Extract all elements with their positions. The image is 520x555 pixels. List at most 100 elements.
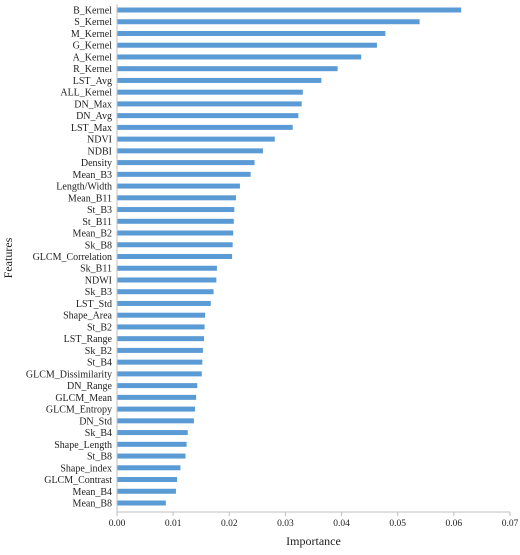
category-label: NDVI bbox=[87, 135, 112, 146]
category-label: Length/Width bbox=[56, 182, 112, 193]
bar-sk-b8 bbox=[117, 242, 233, 248]
bar-ndwi bbox=[117, 277, 217, 283]
x-tick-label: 0.02 bbox=[221, 519, 238, 529]
category-label: LST_Max bbox=[71, 123, 112, 134]
bar-ndvi bbox=[117, 136, 275, 142]
x-axis: 0.00 0.01 0.02 0.03 0.04 0.05 0.06 0.07 bbox=[109, 4, 519, 529]
bar-mean-b3 bbox=[117, 171, 251, 177]
bar-st-b4 bbox=[117, 359, 203, 365]
x-tick-label: 0.04 bbox=[333, 519, 350, 529]
bar-glcm-entropy bbox=[117, 406, 196, 412]
category-label: Sk_B2 bbox=[85, 346, 112, 357]
bar-dn-max bbox=[117, 101, 302, 107]
category-label: DN_Std bbox=[79, 416, 112, 427]
bar-glcm-mean bbox=[117, 394, 197, 400]
bar-sk-b2 bbox=[117, 347, 203, 353]
category-labels: B_KernelS_KernelM_KernelG_KernelA_Kernel… bbox=[26, 6, 113, 510]
bar-sk-b4 bbox=[117, 430, 188, 436]
bar-s-kernel bbox=[117, 19, 420, 25]
bar-shape-index bbox=[117, 465, 181, 471]
category-label: St_B8 bbox=[87, 452, 112, 463]
category-label: M_Kernel bbox=[71, 29, 112, 40]
bar-m-kernel bbox=[117, 30, 386, 36]
category-label: St_B3 bbox=[87, 205, 112, 216]
category-label: Sk_B11 bbox=[80, 264, 112, 275]
category-label: R_Kernel bbox=[73, 64, 112, 75]
category-label: S_Kernel bbox=[74, 17, 112, 28]
category-label: LST_Std bbox=[76, 299, 112, 310]
bar-shape-length bbox=[117, 441, 187, 447]
category-label: GLCM_Contrast bbox=[44, 475, 112, 486]
category-label: St_B11 bbox=[82, 217, 112, 228]
category-label: Mean_B3 bbox=[73, 170, 112, 181]
category-label: Sk_B4 bbox=[85, 428, 112, 439]
category-label: NDBI bbox=[88, 146, 112, 157]
category-label: Mean_B8 bbox=[73, 499, 112, 510]
bar-st-b3 bbox=[117, 207, 235, 213]
bar-st-b11 bbox=[117, 218, 234, 224]
bar-lst-std bbox=[117, 300, 211, 306]
bars-layer bbox=[117, 7, 462, 506]
bar-g-kernel bbox=[117, 42, 377, 48]
category-label: GLCM_Dissimilarity bbox=[26, 369, 112, 380]
category-label: DN_Max bbox=[74, 99, 112, 110]
category-label: G_Kernel bbox=[73, 41, 113, 52]
bar-dn-avg bbox=[117, 113, 299, 119]
bar-dn-std bbox=[117, 418, 194, 424]
bar-dn-range bbox=[117, 383, 198, 389]
category-label: St_B4 bbox=[87, 358, 112, 369]
category-label: Shape_Area bbox=[63, 311, 112, 322]
bar-sk-b11 bbox=[117, 265, 217, 271]
category-label: B_Kernel bbox=[73, 6, 112, 17]
bar-r-kernel bbox=[117, 66, 338, 72]
bar-b-kernel bbox=[117, 7, 462, 13]
bar-mean-b4 bbox=[117, 488, 176, 494]
bar-glcm-contrast bbox=[117, 477, 178, 483]
category-label: A_Kernel bbox=[73, 52, 113, 63]
bar-lst-max bbox=[117, 124, 293, 130]
x-tick-label: 0.07 bbox=[502, 519, 519, 529]
bar-lst-avg bbox=[117, 77, 322, 83]
x-axis-title: Importance bbox=[286, 534, 341, 548]
category-label: Mean_B11 bbox=[68, 193, 112, 204]
category-label: LST_Range bbox=[64, 334, 113, 345]
category-label: Shape_Length bbox=[54, 440, 112, 451]
category-label: Sk_B8 bbox=[85, 240, 112, 251]
category-label: GLCM_Correlation bbox=[33, 252, 112, 263]
category-label: ALL_Kernel bbox=[60, 88, 112, 99]
bar-a-kernel bbox=[117, 54, 362, 60]
category-label: GLCM_Entropy bbox=[46, 405, 112, 416]
category-label: Density bbox=[81, 158, 112, 169]
x-tick-label: 0.01 bbox=[165, 519, 182, 529]
bar-density bbox=[117, 160, 255, 166]
bar-mean-b2 bbox=[117, 230, 234, 236]
bar-ndbi bbox=[117, 148, 263, 154]
x-tick-label: 0.06 bbox=[446, 519, 463, 529]
bar-st-b8 bbox=[117, 453, 186, 459]
bar-sk-b3 bbox=[117, 289, 214, 295]
y-axis-title: Features bbox=[1, 237, 15, 278]
bar-lst-range bbox=[117, 336, 205, 342]
category-label: Mean_B4 bbox=[73, 487, 112, 498]
x-tick-label: 0.00 bbox=[109, 519, 126, 529]
category-label: Sk_B3 bbox=[85, 287, 112, 298]
bar-mean-b8 bbox=[117, 500, 166, 506]
category-label: Shape_index bbox=[60, 463, 112, 474]
category-label: DN_Avg bbox=[76, 111, 112, 122]
bar-length-width bbox=[117, 183, 240, 189]
x-tick-label: 0.05 bbox=[389, 519, 406, 529]
bar-glcm-correlation bbox=[117, 254, 233, 259]
bar-glcm-dissimilarity bbox=[117, 371, 202, 377]
category-label: DN_Range bbox=[67, 381, 113, 392]
category-label: St_B2 bbox=[87, 322, 112, 333]
category-label: Mean_B2 bbox=[73, 229, 112, 240]
category-label: NDWI bbox=[85, 275, 112, 286]
x-tick-label: 0.03 bbox=[277, 519, 294, 529]
bar-mean-b11 bbox=[117, 195, 237, 201]
bar-all-kernel bbox=[117, 89, 303, 95]
bar-shape-area bbox=[117, 312, 206, 318]
bar-st-b2 bbox=[117, 324, 205, 330]
category-label: LST_Avg bbox=[73, 76, 112, 87]
